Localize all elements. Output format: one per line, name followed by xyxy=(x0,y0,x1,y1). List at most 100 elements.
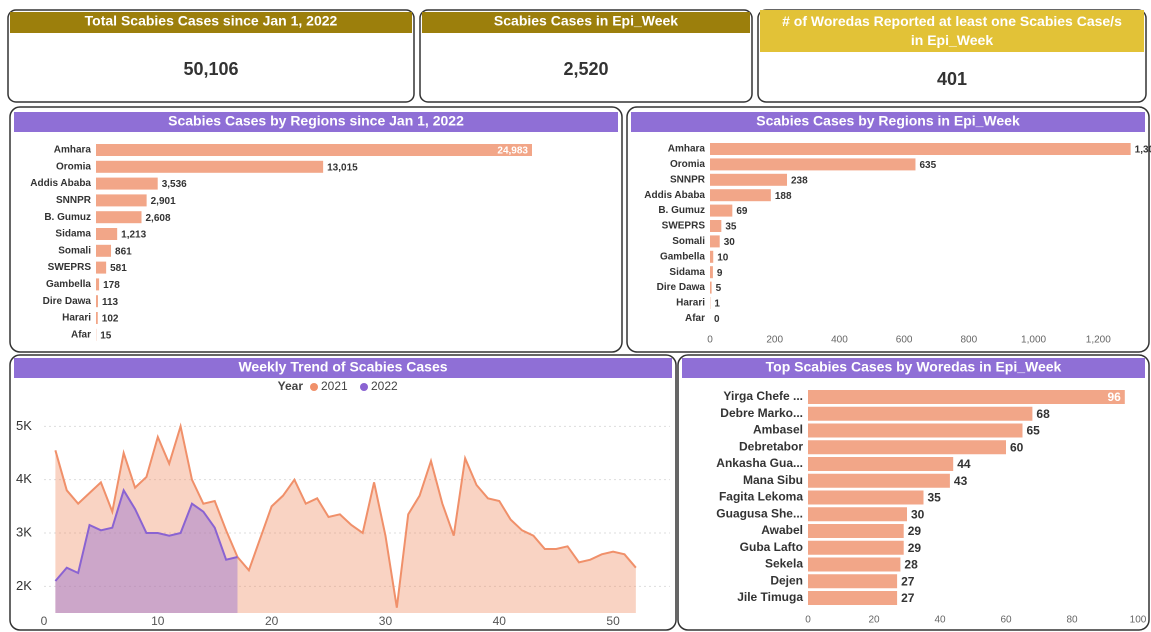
category-label: B. Gumuz xyxy=(658,205,705,216)
bar xyxy=(808,457,954,471)
panel xyxy=(9,354,677,631)
bar xyxy=(96,194,147,207)
data-label: 69 xyxy=(736,206,748,217)
bar xyxy=(710,266,713,279)
category-label: Mana Sibu xyxy=(743,473,803,487)
chart-header xyxy=(631,112,1145,132)
card-header xyxy=(760,10,1144,52)
category-label: Sidama xyxy=(55,229,91,240)
bar xyxy=(808,524,904,538)
bar xyxy=(808,540,904,555)
category-label: Harari xyxy=(62,313,91,324)
bar xyxy=(808,440,1006,455)
chart-header xyxy=(14,358,672,378)
bar xyxy=(808,507,907,522)
data-label: 1,213 xyxy=(121,230,146,241)
bar xyxy=(710,250,714,263)
y-tick-label: 2K xyxy=(16,578,32,593)
chart-title: Weekly Trend of Scabies Cases xyxy=(238,359,447,375)
bar xyxy=(96,278,100,291)
bar xyxy=(808,423,1023,438)
category-label: Fagita Lekoma xyxy=(719,490,803,504)
legend-label: 2022 xyxy=(371,379,398,393)
bar xyxy=(96,312,98,324)
card-title: Total Scabies Cases since Jan 1, 2022 xyxy=(85,13,338,29)
legend-title: Year xyxy=(278,379,304,393)
card-header xyxy=(10,12,412,33)
y-tick-label: 5K xyxy=(16,418,32,433)
data-label: 68 xyxy=(1036,407,1050,421)
bar xyxy=(96,295,98,308)
area xyxy=(55,490,238,613)
category-label: Jile Timuga xyxy=(737,590,803,604)
card-header xyxy=(422,12,750,33)
data-label: 3,536 xyxy=(162,179,187,190)
bar xyxy=(96,261,107,274)
category-label: Sekela xyxy=(765,557,803,571)
category-label: Addis Ababa xyxy=(644,190,705,201)
category-label: Amhara xyxy=(54,145,92,156)
data-label: 2,901 xyxy=(151,196,176,207)
bar xyxy=(96,144,532,156)
data-label: 861 xyxy=(115,246,132,257)
data-label: 10 xyxy=(717,252,729,263)
data-label: 102 xyxy=(102,314,119,325)
bar xyxy=(96,177,158,190)
x-tick-label: 400 xyxy=(831,335,848,346)
category-label: Gambella xyxy=(660,251,705,262)
bar xyxy=(808,390,1125,404)
bar xyxy=(96,228,118,240)
card-title: # of Woredas Reported at least one Scabi… xyxy=(782,13,1122,48)
bar xyxy=(808,490,924,505)
category-label: Oromia xyxy=(56,161,91,172)
x-tick-label: 20 xyxy=(265,614,279,628)
category-label: SWEPRS xyxy=(662,221,706,232)
data-label: 28 xyxy=(904,558,918,572)
category-label: Guagusa She... xyxy=(716,506,803,520)
data-label: 35 xyxy=(928,491,942,505)
y-tick-label: 3K xyxy=(16,524,32,539)
x-tick-label: 0 xyxy=(707,335,713,346)
bar xyxy=(808,591,898,605)
category-label: Somali xyxy=(58,245,91,256)
bar xyxy=(710,189,771,202)
data-label: 43 xyxy=(954,474,968,488)
category-label: Ambasel xyxy=(753,423,803,437)
x-tick-label: 40 xyxy=(493,614,507,628)
x-tick-label: 800 xyxy=(961,335,978,346)
category-label: Dire Dawa xyxy=(657,282,706,293)
category-label: Yirga Chefe ... xyxy=(723,389,803,403)
category-label: Afar xyxy=(71,329,91,340)
x-tick-label: 30 xyxy=(379,614,393,628)
data-label: 188 xyxy=(775,191,792,202)
chart-title: Scabies Cases by Regions in Epi_Week xyxy=(756,113,1020,129)
category-label: Somali xyxy=(672,236,705,247)
bar xyxy=(96,244,112,257)
data-label: 24,983 xyxy=(497,146,528,157)
data-label: 35 xyxy=(725,222,737,233)
data-label: 29 xyxy=(908,541,922,555)
card-title: Scabies Cases in Epi_Week xyxy=(494,13,678,29)
data-label: 1 xyxy=(714,299,720,310)
legend-label: 2021 xyxy=(321,379,348,393)
data-label: 13,015 xyxy=(327,162,358,173)
category-label: Debretabor xyxy=(739,439,803,453)
bar xyxy=(808,406,1033,421)
x-tick-label: 0 xyxy=(41,614,48,628)
x-tick-label: 60 xyxy=(1000,615,1012,626)
bar xyxy=(96,211,142,224)
data-label: 27 xyxy=(901,591,915,605)
line xyxy=(54,487,238,582)
card-value: 50,106 xyxy=(183,59,238,79)
data-label: 96 xyxy=(1107,390,1121,404)
category-label: Dire Dawa xyxy=(43,296,92,307)
x-tick-label: 80 xyxy=(1066,615,1078,626)
bar xyxy=(808,574,898,589)
x-tick-label: 1,200 xyxy=(1086,335,1111,346)
line xyxy=(54,422,637,608)
data-label: 9 xyxy=(717,268,723,279)
x-tick-label: 600 xyxy=(896,335,913,346)
data-label: 29 xyxy=(908,524,922,538)
data-label: 0 xyxy=(714,314,720,325)
